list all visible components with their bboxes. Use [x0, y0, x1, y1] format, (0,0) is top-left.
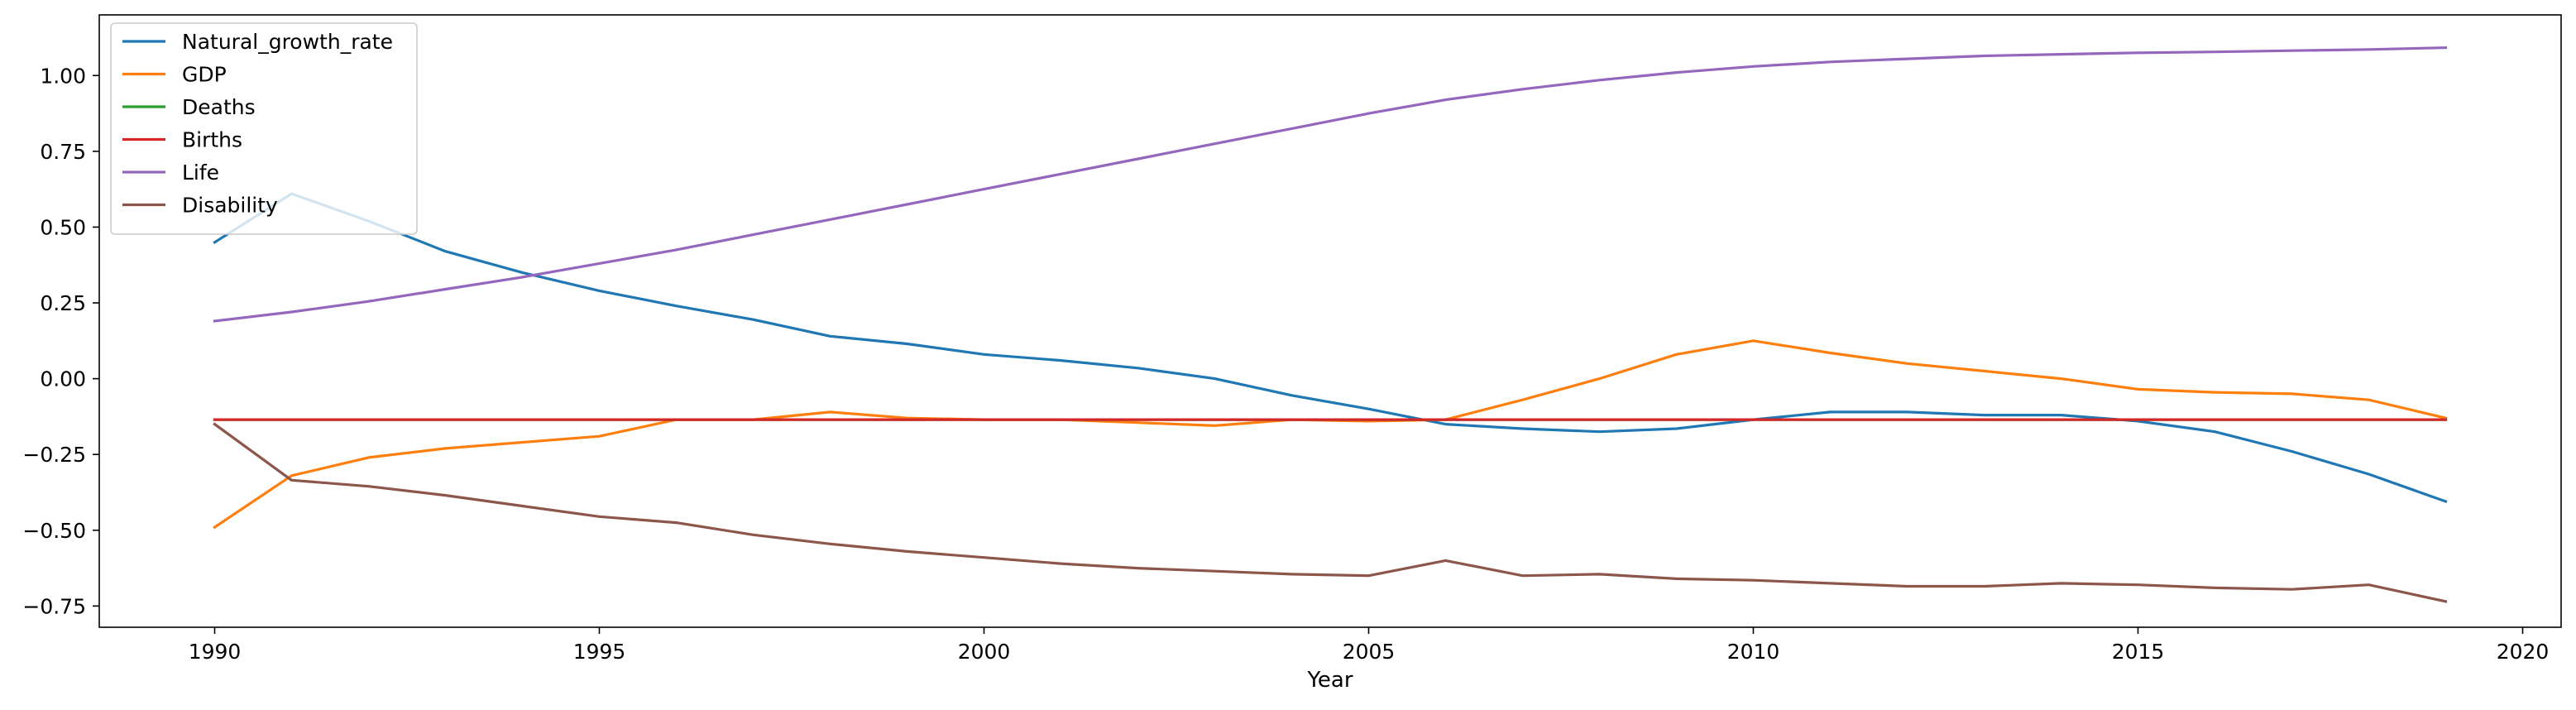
axes: 1990 1995 2000 2005 2010 2015 2020 −0.75 −0.50 −0…	[22, 14, 2562, 693]
y-tick-label: 0.50	[40, 215, 86, 239]
y-tick-label: 0.00	[40, 367, 86, 391]
legend-label-1: GDP	[182, 63, 227, 87]
plot-area	[213, 46, 2448, 603]
x-axis-label: Year	[1306, 668, 1353, 693]
y-tick-label: −0.25	[22, 443, 86, 467]
series-line-0	[213, 192, 2448, 504]
y-tick-label: −0.50	[22, 519, 86, 543]
x-tick-label: 1995	[573, 640, 626, 664]
series-line-5	[213, 422, 2448, 603]
y-tick-label: 0.75	[40, 140, 86, 164]
series-line-4	[213, 46, 2448, 323]
x-tick-label: 2005	[1343, 640, 1396, 664]
legend-box	[110, 22, 418, 235]
x-tick-label: 2000	[958, 640, 1011, 664]
x-tick-label: 2015	[2112, 640, 2165, 664]
legend-label-0: Natural_growth_rate	[182, 30, 393, 54]
legend-label-3: Births	[182, 128, 242, 152]
y-tick-label: 0.25	[40, 291, 86, 315]
axes-frame	[98, 14, 2562, 628]
y-tick-label: 1.00	[40, 64, 86, 88]
legend: Natural_growth_rate GDP Deaths Births Life Di…	[110, 22, 418, 235]
x-tick-label: 2020	[2497, 640, 2550, 664]
y-tick-label: −0.75	[22, 594, 86, 618]
legend-label-2: Deaths	[182, 95, 256, 119]
x-tick-label: 1990	[189, 640, 242, 664]
legend-label-4: Life	[182, 161, 219, 185]
legend-label-5: Disability	[182, 194, 278, 218]
x-tick-label: 2010	[1727, 640, 1780, 664]
